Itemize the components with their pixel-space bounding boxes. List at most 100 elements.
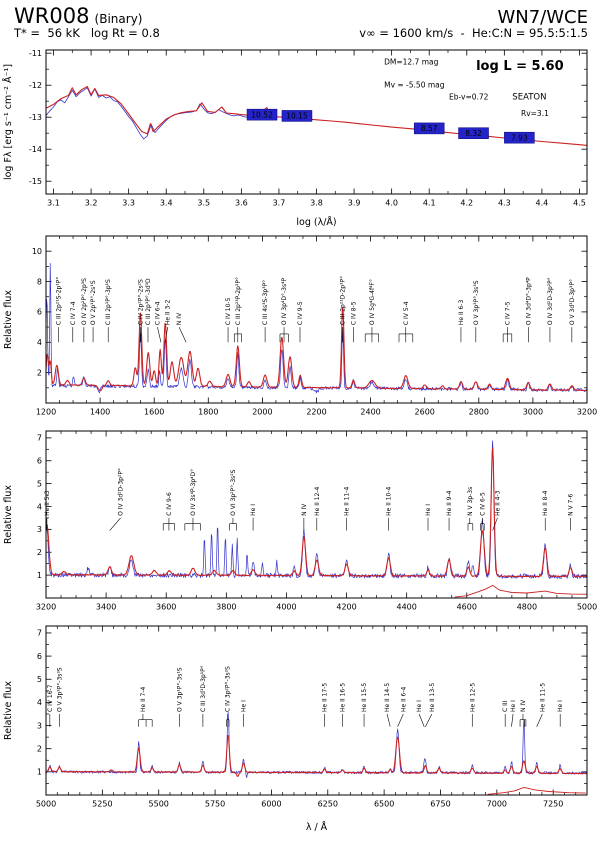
- annotation-text: log L = 5.60: [476, 59, 564, 74]
- axis-tick-labels: 3200 3400 3600 3800 4000 4200 4400 4600 4800 5000…: [36, 434, 597, 612]
- spectral-type: WN7/WCE: [497, 7, 588, 28]
- line-id: N IV: [301, 503, 308, 531]
- axes-frame: [45, 625, 588, 796]
- svg-text:5: 5: [37, 675, 42, 684]
- line-id: He II 7-4: [138, 686, 153, 727]
- line-id: N IV: [176, 312, 187, 343]
- line-id: C IV 8-5: [350, 301, 357, 343]
- svg-text:He II 3-2: He II 3-2: [165, 300, 172, 326]
- svg-text:He II 11-4: He II 11-4: [344, 487, 351, 516]
- svg-text:O IV 3s⁴P-3p⁴D°: O IV 3s⁴P-3p⁴D°: [190, 469, 197, 516]
- line-id: C IV 3p²P°-3s²S: [225, 666, 232, 727]
- svg-text:7: 7: [37, 434, 42, 443]
- annotation-text: DM=12.7 mag: [384, 57, 439, 66]
- svg-text:O VI 3p²P°-3s²S: O VI 3p²P°-3s²S: [230, 469, 237, 516]
- svg-text:4400: 4400: [396, 603, 416, 612]
- photometry-box: 10.52: [246, 108, 278, 121]
- svg-text:4800: 4800: [517, 603, 537, 612]
- svg-text:5000: 5000: [577, 603, 597, 612]
- figure-header: WR008 (Binary) WN7/WCE T* = 56 kK log Rt…: [0, 0, 600, 40]
- line-id: O VI 3p²P°-3s²S: [229, 469, 237, 531]
- observed-spectrum-line: [46, 711, 587, 778]
- annotation-text: Rv=3.1: [521, 109, 549, 118]
- line-id: C IV 9-6: [162, 492, 175, 531]
- svg-text:-13: -13: [29, 113, 42, 122]
- header-title-row: WR008 (Binary) WN7/WCE: [14, 4, 588, 28]
- x-axis-label: log (λ/Å): [296, 216, 336, 228]
- svg-text:C III 2p²¹D-2p¹P°: C III 2p²¹D-2p¹P°: [340, 276, 347, 325]
- svg-text:C IV 9-6: C IV 9-6: [166, 492, 173, 516]
- line-id: He I: [557, 700, 564, 727]
- line-id: C IV 7-4: [70, 301, 77, 343]
- svg-text:C III 2p²¹S-2p¹P°: C III 2p²¹S-2p¹P°: [56, 277, 63, 325]
- line-id: O V 3p³P°-3s³S: [473, 280, 480, 343]
- svg-text:3.9: 3.9: [348, 199, 361, 208]
- line-id: O V 3p³P°-3s³S: [57, 667, 64, 727]
- svg-text:6500: 6500: [374, 800, 394, 809]
- svg-text:N V 3p-3s: N V 3p-3s: [467, 487, 474, 516]
- svg-text:4: 4: [37, 502, 42, 511]
- svg-text:C III 2p³P°-3d³D: C III 2p³P°-3d³D: [145, 278, 152, 325]
- svg-text:O IV 3d²D-3p²P°: O IV 3d²D-3p²P°: [547, 277, 554, 325]
- line-id: He II 15-5: [361, 683, 368, 727]
- svg-text:He II 9-4: He II 9-4: [446, 490, 453, 516]
- photometry-value: 10.52: [251, 110, 273, 119]
- line-id: He II 5-3: [44, 490, 51, 531]
- line-id: He II 13-5: [425, 683, 436, 727]
- svg-text:1800: 1800: [198, 408, 218, 417]
- star-name: WR008: [14, 4, 90, 28]
- y-axis-label: Relative flux: [3, 485, 14, 544]
- line-id: C III 2p¹P°-3p¹S: [105, 279, 112, 343]
- svg-text:2: 2: [37, 368, 42, 377]
- line-id: O IV 3d²D-3p²P°: [547, 277, 554, 343]
- line-id: O IV 3s⁴P-3p⁴D°: [184, 469, 201, 531]
- series-group: [46, 263, 587, 394]
- svg-text:4.4: 4.4: [536, 199, 549, 208]
- svg-text:He II 6-4: He II 6-4: [400, 686, 407, 712]
- axis-tick-labels: 1200 1400 1600 1800 2000 2200 2400 2600 2800 3000…: [32, 247, 597, 417]
- line-id: O IV 3p⁴D°-3s⁴P: [279, 278, 289, 343]
- line-id: He II 8-4: [542, 490, 549, 531]
- line-id: He II 10-4: [386, 487, 393, 531]
- photometry-value: 8.32: [465, 129, 482, 138]
- svg-text:O IV 2p²P°-2p³S: O IV 2p²P°-2p³S: [81, 278, 88, 325]
- line-ids: He II 5-3 O IV 3d²D-3p²P° C IV 9-6 O IV 3s⁴…: [44, 468, 575, 531]
- annotation-text: SEATON: [512, 93, 546, 103]
- line-id: He II 16-5: [339, 683, 346, 727]
- line-ids: C III 2p²¹S-2p¹P° C IV 7-4 O IV 2p²P°-2p³S…: [56, 276, 576, 343]
- photometry-value: 7.93: [511, 133, 528, 142]
- line-id: C IV 6-5: [479, 492, 486, 531]
- svg-text:C IV 3p²P°-3s²S: C IV 3p²P°-3s²S: [225, 666, 232, 712]
- svg-text:He II 16-5: He II 16-5: [339, 683, 346, 712]
- line-id: C IV 2p²P°-2s²S: [137, 279, 144, 343]
- svg-text:He I: He I: [241, 700, 248, 712]
- y-axis-label: log Fλ [erg s⁻¹ cm⁻² Å⁻¹]: [2, 64, 14, 180]
- photometry-box: 7.93: [504, 131, 535, 144]
- svg-text:C IV 7-5: C IV 7-5: [505, 301, 512, 325]
- svg-text:C III 3d¹D-3p¹P°: C III 3d¹D-3p¹P°: [200, 665, 207, 712]
- annotation-text: Mv = -5.50 mag: [384, 80, 445, 89]
- model-spectrum-line: [46, 734, 587, 777]
- line-id: C III 2p³P°-3d³D: [145, 278, 152, 343]
- svg-text:O V 3p¹P°-3s¹S: O V 3p¹P°-3s¹S: [176, 667, 183, 712]
- line-id: He II 12-5: [469, 683, 476, 727]
- svg-text:4200: 4200: [336, 603, 356, 612]
- line-id: C III: [502, 700, 509, 727]
- svg-text:-12: -12: [29, 81, 42, 90]
- svg-text:C IV 8-5: C IV 8-5: [350, 301, 357, 325]
- svg-text:8: 8: [37, 277, 42, 286]
- model-spectrum-line: [46, 306, 587, 392]
- line-id: C IV 9-5: [297, 301, 304, 343]
- svg-text:4.1: 4.1: [423, 199, 436, 208]
- uv-spectrum-panel: 1200 1400 1600 1800 2000 2200 2400 2600 2800 3000…: [3, 235, 597, 417]
- svg-text:He I: He I: [250, 504, 257, 516]
- line-id: N V 7-6: [568, 494, 575, 531]
- svg-text:3: 3: [37, 525, 42, 534]
- svg-text:6: 6: [37, 457, 42, 466]
- photometry-value: 8.57: [421, 124, 438, 133]
- blue-optical-spectrum-panel: 3200 3400 3600 3800 4000 4200 4400 4600 4800 5000…: [3, 430, 597, 612]
- svg-text:4.5: 4.5: [573, 199, 586, 208]
- svg-text:3.2: 3.2: [85, 199, 98, 208]
- svg-text:He II 4-3: He II 4-3: [494, 490, 501, 516]
- line-id: C IV 6-4: [154, 301, 161, 343]
